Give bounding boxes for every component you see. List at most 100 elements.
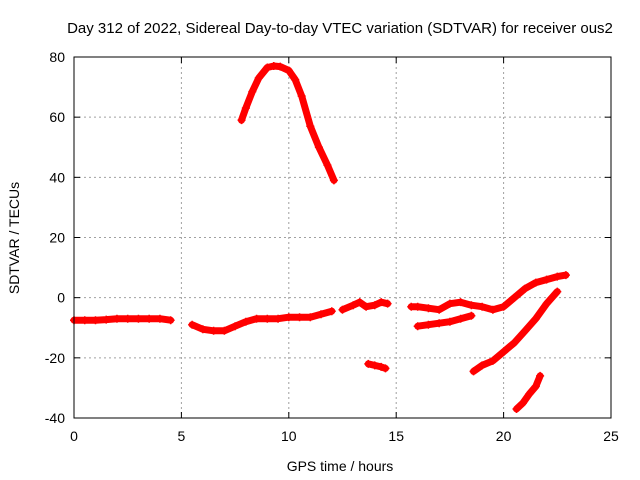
chart-title: Day 312 of 2022, Sidereal Day-to-day VTE… <box>67 20 613 37</box>
series-track-7 <box>413 311 476 331</box>
data-point <box>488 305 497 314</box>
data-point <box>134 314 143 323</box>
data-point <box>553 272 562 281</box>
data-point <box>241 104 250 113</box>
data-point <box>435 305 444 314</box>
data-point <box>209 326 218 335</box>
data-point <box>370 301 379 310</box>
data-point <box>254 74 263 83</box>
data-point <box>435 319 444 328</box>
data-point <box>445 299 454 308</box>
data-point <box>297 92 306 101</box>
data-point <box>467 301 476 310</box>
data-point <box>291 75 300 84</box>
data-point <box>467 311 476 320</box>
data-point <box>166 316 175 325</box>
y-tick-label: 60 <box>49 109 65 125</box>
data-point <box>314 143 323 152</box>
data-point <box>263 314 272 323</box>
data-point <box>542 275 551 284</box>
data-point <box>510 293 519 302</box>
data-point <box>317 310 326 319</box>
data-point <box>80 316 89 325</box>
data-point <box>561 271 570 280</box>
series-band <box>407 271 570 314</box>
series-track-9 <box>512 371 545 413</box>
data-point <box>424 304 433 313</box>
data-point <box>521 326 530 335</box>
data-layer <box>70 62 570 413</box>
x-tick-label: 0 <box>70 428 78 444</box>
data-point <box>198 325 207 334</box>
data-point <box>478 302 487 311</box>
data-point <box>188 320 197 329</box>
data-point <box>220 326 229 335</box>
data-point <box>323 161 332 170</box>
tick-layer: 0 5 10 15 20 25 -40 -20 0 20 40 60 80 <box>45 49 619 444</box>
data-point <box>241 317 250 326</box>
data-point <box>364 359 373 368</box>
data-point <box>531 314 540 323</box>
data-point <box>469 367 478 376</box>
x-tick-label: 20 <box>496 428 512 444</box>
data-point <box>531 278 540 287</box>
data-point <box>525 389 534 398</box>
y-tick-label: 20 <box>49 230 65 246</box>
data-point <box>306 313 315 322</box>
data-point <box>383 299 392 308</box>
y-tick-label: 80 <box>49 49 65 65</box>
data-point <box>145 314 154 323</box>
data-point <box>112 314 121 323</box>
data-point <box>521 284 530 293</box>
data-point <box>531 382 540 391</box>
x-tick-label: 25 <box>603 428 619 444</box>
data-point <box>456 314 465 323</box>
data-point <box>237 116 246 125</box>
y-tick-label: 0 <box>57 290 65 306</box>
data-point <box>355 298 364 307</box>
data-point <box>349 301 358 310</box>
data-point <box>263 63 272 72</box>
data-point <box>488 356 497 365</box>
data-point <box>338 305 347 314</box>
series-track-8 <box>469 287 562 376</box>
series-track-1 <box>70 314 175 325</box>
data-point <box>377 298 386 307</box>
x-axis-label: GPS time / hours <box>287 458 394 474</box>
series-track-5 <box>364 359 390 373</box>
data-point <box>295 313 304 322</box>
series-track-2 <box>188 307 336 335</box>
data-point <box>362 302 371 311</box>
data-point <box>252 314 261 323</box>
data-point <box>329 176 338 185</box>
data-point <box>499 347 508 356</box>
data-point <box>327 307 336 316</box>
data-point <box>370 361 379 370</box>
series-track-4 <box>338 298 392 314</box>
data-point <box>274 314 283 323</box>
data-point <box>456 298 465 307</box>
series-band <box>70 315 175 324</box>
data-point <box>377 362 386 371</box>
series-track-6 <box>407 271 570 314</box>
data-point <box>512 404 521 413</box>
data-point <box>231 322 240 331</box>
data-point <box>381 364 390 373</box>
data-point <box>413 302 422 311</box>
data-point <box>536 371 545 380</box>
x-tick-label: 15 <box>388 428 404 444</box>
data-point <box>284 313 293 322</box>
data-point <box>155 314 164 323</box>
data-point <box>413 322 422 331</box>
data-point <box>284 66 293 75</box>
series-band <box>238 62 338 184</box>
y-axis-label: SDTVAR / TECUs <box>6 182 22 294</box>
x-tick-label: 10 <box>281 428 297 444</box>
data-point <box>553 287 562 296</box>
data-point <box>276 62 285 71</box>
data-point <box>424 320 433 329</box>
data-point <box>542 299 551 308</box>
y-tick-label: -20 <box>45 350 65 366</box>
